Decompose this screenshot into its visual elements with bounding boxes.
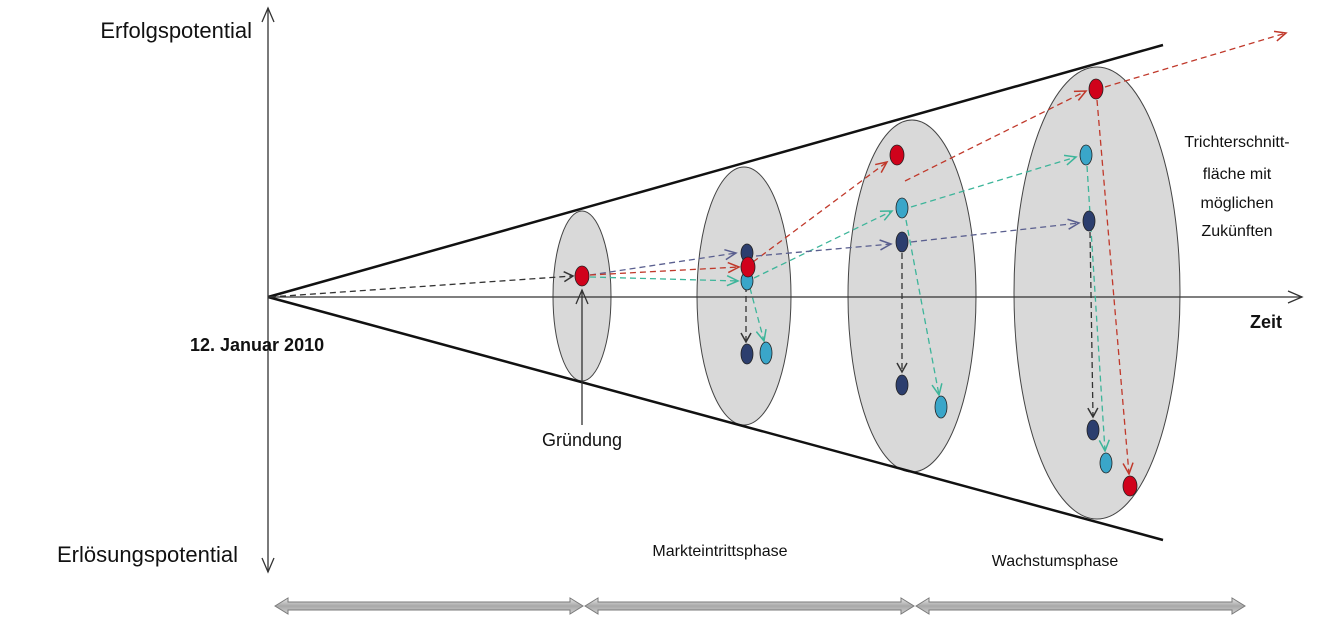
arrow-growth-teal-down <box>1086 165 1110 453</box>
cross-section-market-entry <box>696 166 792 426</box>
origin-date-label: 12. Januar 2010 <box>190 335 324 355</box>
arrow-me-teal-mid <box>753 210 894 279</box>
point-growth-navy-low <box>1086 419 1100 441</box>
point-me-navy-low <box>740 343 754 365</box>
point-mid-teal-low <box>934 395 948 419</box>
funnel-note-line-2: fläche mit <box>1203 166 1272 183</box>
phase-market-entry-label: Markteintrittsphase <box>652 543 787 560</box>
arrow-growth-red-future <box>1104 30 1288 88</box>
arrow-growth-red-down <box>1096 99 1134 476</box>
point-growth-teal-low <box>1099 452 1113 474</box>
arrow-mid-navy-growth <box>910 218 1081 243</box>
founding-pointer-arrow-icon <box>575 288 589 305</box>
funnel-note: Trichterschnitt- fläche mit möglichen Zu… <box>1184 134 1289 240</box>
phase-bar-growth <box>915 597 1246 615</box>
arrow-founding-navy <box>589 248 738 276</box>
point-mid-navy <box>895 231 909 253</box>
arrow-me-navy-mid <box>755 239 893 257</box>
y-axis-bottom-label: Erlösungspotential <box>57 542 238 567</box>
arrow-me-teal-down <box>749 287 767 343</box>
point-founding-red <box>574 265 590 287</box>
phase-bars <box>274 597 1246 615</box>
arrow-mid-red-growth <box>904 90 1088 182</box>
point-me-red <box>740 256 756 278</box>
funnel-note-line-4: Zukünften <box>1201 223 1272 240</box>
x-axis-label: Zeit <box>1250 312 1282 332</box>
arrow-founding-teal <box>589 275 740 287</box>
x-axis-arrow-icon <box>1287 290 1304 304</box>
arrow-mid-teal-growth <box>910 154 1078 208</box>
cross-section-growth <box>1013 66 1181 520</box>
y-axis-arrow-up-icon <box>261 6 275 23</box>
cross-section-mid <box>847 119 977 473</box>
founding-label: Gründung <box>542 430 622 450</box>
point-growth-teal <box>1079 144 1093 166</box>
point-growth-red <box>1088 78 1104 100</box>
point-mid-navy-low <box>895 374 909 396</box>
arrow-growth-navy-down <box>1087 231 1099 419</box>
cross-sections <box>552 66 1181 520</box>
phase-bar-market-entry <box>584 597 915 615</box>
arrow-me-red-mid <box>752 160 889 263</box>
phase-growth-label: Wachstumsphase <box>992 553 1119 570</box>
point-mid-teal <box>895 197 909 219</box>
funnel-lower-edge <box>267 295 1164 542</box>
arrow-origin-founding <box>269 270 575 298</box>
arrow-founding-red <box>589 261 741 276</box>
point-mid-red <box>889 144 905 166</box>
funnel-note-line-3: möglichen <box>1201 195 1274 212</box>
funnel-upper-edge <box>267 43 1164 299</box>
y-axis-top-label: Erfolgspotential <box>100 18 252 43</box>
y-axis-arrow-down-icon <box>261 557 275 574</box>
point-me-teal-low <box>759 341 773 365</box>
scenario-points <box>574 78 1138 497</box>
point-growth-navy <box>1082 210 1096 232</box>
point-growth-red-low <box>1122 475 1138 497</box>
phase-bar-founding <box>274 597 584 615</box>
funnel-note-line-1: Trichterschnitt- <box>1184 134 1289 151</box>
scenario-arrows <box>269 30 1288 476</box>
